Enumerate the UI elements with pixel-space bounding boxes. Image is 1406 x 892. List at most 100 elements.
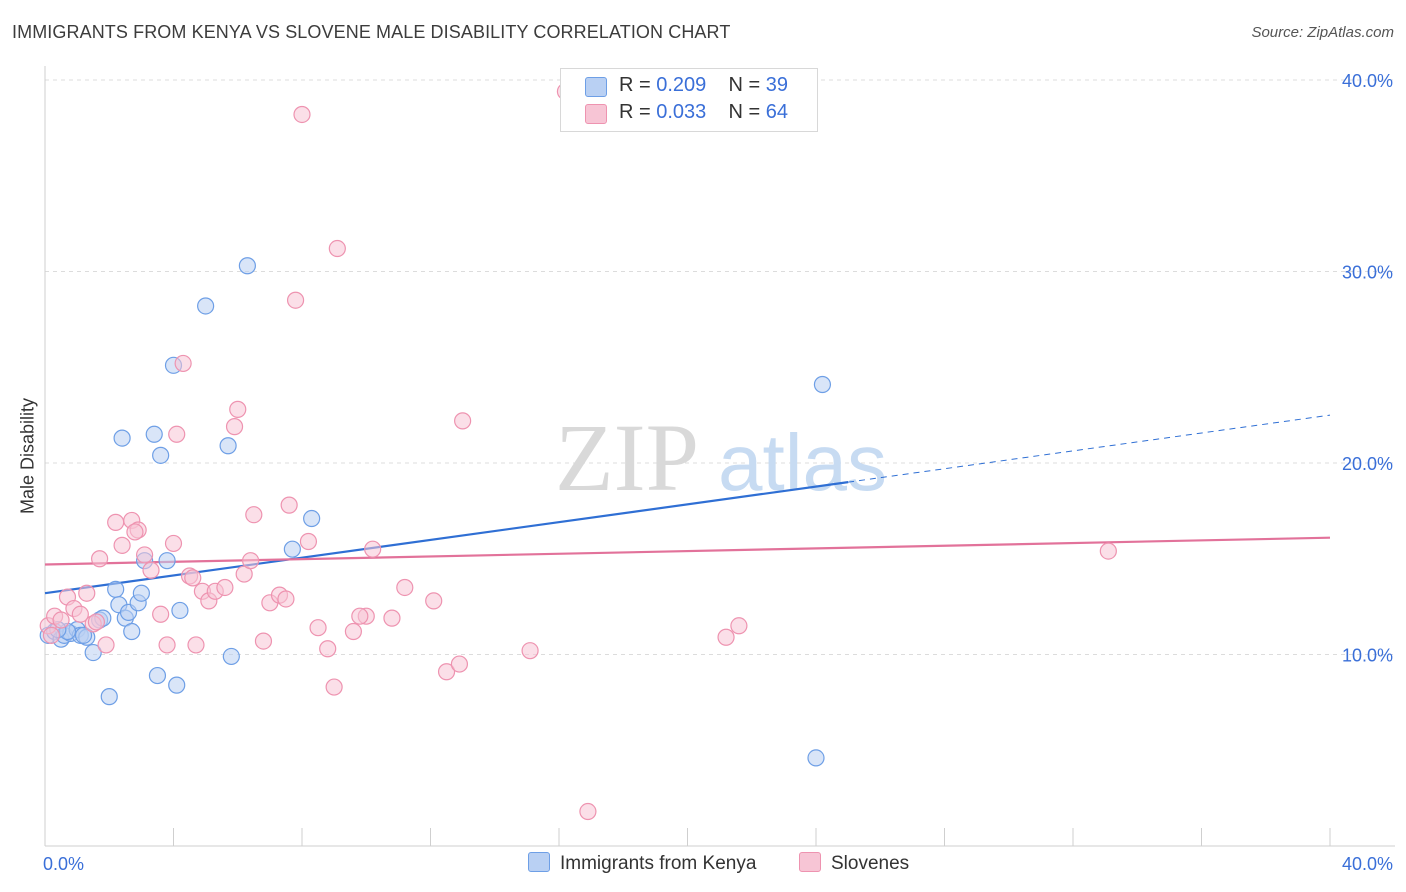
point-slovenes (97, 636, 115, 654)
point-kenya (807, 749, 825, 767)
point-slovenes (71, 605, 89, 623)
stats-legend: R = 0.209 N = 39 R = 0.033 N = 64 (560, 68, 818, 132)
point-slovenes (425, 592, 443, 610)
y-axis-title: Male Disability (17, 397, 38, 515)
point-slovenes (158, 636, 176, 654)
point-kenya (132, 584, 150, 602)
point-slovenes (309, 619, 327, 637)
point-kenya (197, 297, 215, 315)
point-slovenes (126, 523, 144, 541)
point-slovenes (383, 609, 401, 627)
point-slovenes (521, 642, 539, 660)
point-slovenes (454, 412, 472, 430)
chart-title: IMMIGRANTS FROM KENYA VS SLOVENE MALE DI… (12, 22, 731, 42)
point-slovenes (254, 632, 273, 650)
y-tick-label: 10.0% (1342, 646, 1393, 666)
chart-source: Source: ZipAtlas.com (1251, 24, 1394, 41)
bottom-legend-swatch-slovenes (799, 852, 821, 872)
legend-n-value-kenya: 39 (765, 74, 789, 96)
y-tick-label: 40.0% (1342, 71, 1393, 91)
point-slovenes (87, 613, 106, 631)
point-slovenes (78, 584, 96, 602)
point-slovenes (364, 540, 382, 558)
point-kenya (100, 688, 118, 706)
point-slovenes (164, 534, 183, 553)
point-slovenes (277, 590, 295, 608)
legend-r-value-slovenes: 0.033 (656, 101, 707, 123)
point-slovenes (113, 536, 131, 554)
watermark-atlas: atlas (718, 418, 887, 507)
trendline-kenya-extension (848, 414, 1331, 483)
point-slovenes (216, 578, 234, 597)
legend-n-value-slovenes: 64 (765, 101, 789, 123)
watermark-zip: ZIP (555, 404, 699, 511)
point-slovenes (328, 239, 346, 258)
point-kenya (123, 622, 141, 641)
bottom-legend-slovenes: Slovenes (799, 852, 909, 875)
legend-swatch-kenya (585, 77, 607, 97)
point-slovenes (152, 605, 170, 623)
point-kenya (145, 425, 163, 443)
point-slovenes (135, 546, 154, 564)
point-slovenes (730, 617, 748, 635)
bottom-legend-kenya: Immigrants from Kenya (528, 852, 756, 875)
legend-n-label: N = (728, 101, 761, 123)
point-slovenes (579, 802, 597, 821)
point-slovenes (187, 636, 205, 654)
point-slovenes (286, 291, 305, 309)
legend-n-label: N = (728, 74, 761, 96)
point-kenya (222, 647, 240, 666)
point-slovenes (42, 626, 61, 644)
point-kenya (303, 509, 321, 528)
point-slovenes (293, 105, 311, 124)
point-kenya (113, 429, 131, 447)
point-kenya (238, 257, 256, 275)
point-slovenes (717, 628, 735, 646)
trendline-slovenes (44, 536, 1331, 566)
point-slovenes (142, 561, 160, 579)
point-kenya (107, 580, 125, 598)
point-slovenes (396, 578, 414, 597)
x-tick-label: 40.0% (1342, 854, 1393, 874)
legend-r-value-kenya: 0.209 (656, 74, 707, 96)
point-kenya (283, 540, 301, 558)
point-slovenes (168, 425, 186, 443)
point-slovenes (319, 640, 337, 658)
point-slovenes (437, 663, 456, 681)
point-slovenes (91, 550, 109, 568)
point-slovenes (299, 532, 318, 551)
point-slovenes (229, 400, 247, 418)
point-kenya (158, 552, 176, 570)
point-kenya (813, 375, 832, 394)
point-slovenes (1099, 542, 1117, 560)
point-slovenes (225, 418, 244, 436)
point-slovenes (242, 552, 260, 570)
point-slovenes (450, 655, 469, 673)
point-slovenes (344, 622, 362, 641)
bottom-legend-label-kenya: Immigrants from Kenya (560, 853, 757, 874)
bottom-legend-swatch-kenya (528, 852, 550, 872)
y-tick-label: 30.0% (1342, 263, 1393, 283)
point-slovenes (245, 506, 263, 524)
legend-r-label: R = (619, 101, 651, 123)
point-slovenes (351, 607, 369, 625)
point-slovenes (184, 569, 202, 587)
legend-swatch-slovenes (585, 104, 607, 124)
point-kenya (152, 446, 170, 464)
point-kenya (84, 643, 102, 662)
point-slovenes (52, 611, 70, 629)
point-kenya (74, 626, 93, 644)
point-slovenes (280, 496, 298, 514)
point-kenya (148, 666, 167, 685)
bottom-legend-label-slovenes: Slovenes (831, 853, 910, 874)
x-tick-label: 0.0% (43, 854, 84, 874)
trendline-kenya (44, 481, 849, 595)
point-slovenes (174, 354, 192, 373)
legend-r-label: R = (619, 74, 651, 96)
point-kenya (171, 601, 189, 620)
point-kenya (168, 676, 186, 694)
point-slovenes (107, 513, 125, 531)
point-kenya (219, 437, 237, 455)
y-tick-label: 20.0% (1342, 454, 1393, 474)
